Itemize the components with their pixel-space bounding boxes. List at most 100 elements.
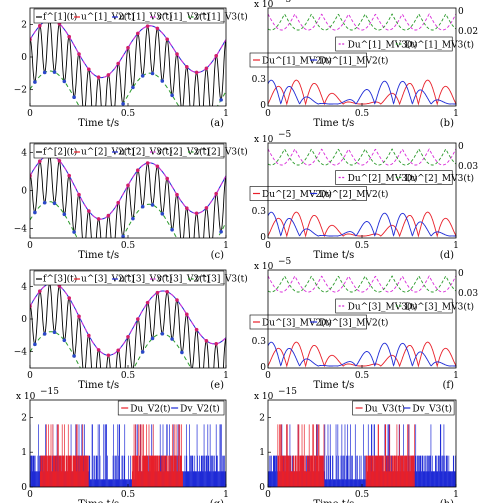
upper-extremum-point: [204, 338, 209, 343]
left-tick-label: 0: [260, 233, 266, 243]
series-f-line: [30, 282, 226, 368]
legend-entry: u^[1]_V3(t): [119, 12, 172, 23]
lower-extremum-point: [200, 121, 204, 125]
x-tick-label: 1: [453, 371, 459, 381]
left-tick-label: 0.3: [252, 75, 267, 85]
series-du-mv2: [268, 79, 456, 106]
legend-entry: Dv_V2(t): [180, 404, 220, 415]
x-tick-label: 0.5: [355, 371, 370, 381]
upper-extremum-point: [96, 348, 101, 352]
legend-box-bottom: [249, 186, 367, 201]
upper-extremum-point: [30, 304, 32, 309]
panel-label: (e): [210, 380, 224, 391]
upper-extremum-point: [30, 174, 32, 178]
upper-extremum-point: [126, 183, 130, 188]
legend-entry: v^[1]_V2(t): [156, 12, 210, 23]
upper-extremum-point: [87, 67, 91, 72]
y-tick-label: 2: [21, 413, 27, 423]
legend-entry: f^[2](t): [43, 147, 77, 158]
scale-label: x 10: [254, 392, 274, 402]
x-tick-label: 0.5: [121, 109, 136, 119]
x-axis-label: Time t/s: [313, 380, 354, 391]
x-axis-label: Time t/s: [313, 118, 354, 129]
lower-extremum-point: [140, 204, 145, 209]
x-tick-label: 1: [453, 241, 459, 251]
x-tick-label: 0: [27, 371, 33, 381]
right-tick-label: 0.03: [458, 162, 478, 172]
scale-exponent: −5: [278, 257, 292, 267]
upper-extremum-point: [185, 65, 189, 69]
series-dv-mv2: [268, 211, 456, 237]
legend-entry: Du^[2]_MV3(t): [348, 173, 418, 184]
panel-label: (f): [442, 380, 454, 391]
lower-extremum-point: [219, 98, 223, 102]
x-axis-label: Time t/s: [78, 250, 119, 261]
upper-extremum-point: [38, 159, 42, 163]
y-tick-label: 0: [259, 483, 265, 493]
lower-extremum-point: [170, 227, 174, 232]
scale-label: x 10: [254, 0, 274, 10]
upper-extremum-point: [96, 217, 101, 221]
scale-exponent: −15: [278, 387, 297, 397]
panel-label: (b): [440, 118, 454, 129]
x-tick-label: 0.5: [121, 490, 136, 500]
legend-box: [33, 270, 225, 286]
series-upper-envelope-dashed: [30, 282, 226, 356]
x-tick-label: 1: [223, 490, 229, 500]
lower-extremum-point: [102, 261, 106, 265]
lower-extremum-point: [42, 332, 47, 336]
x-axis-label: Time t/s: [78, 118, 119, 129]
legend-entry: Du^[2]_MV2(t): [262, 189, 332, 200]
y-tick-label: 2: [21, 20, 27, 30]
x-axis-label: Time t/s: [313, 250, 354, 261]
series-du-mv3: [268, 13, 456, 31]
upper-extremum-point: [87, 209, 91, 213]
lower-extremum-point: [131, 216, 135, 221]
y-tick-label: 0: [21, 53, 27, 63]
series-upper-envelope-dashed: [30, 19, 226, 79]
lower-extremum-point: [210, 391, 214, 395]
lower-extremum-point: [170, 337, 174, 341]
series-du-mv3: [268, 275, 456, 293]
lower-extremum-point: [160, 331, 165, 336]
series-lower-envelope: [30, 70, 226, 106]
right-tick-label: 0.02: [458, 27, 478, 37]
upper-extremum-point: [136, 31, 140, 36]
upper-extremum-point: [136, 317, 140, 321]
legend-entry: Dv^[3]_MV2(t): [319, 318, 388, 329]
legend-entry: Dv^[1]_MV2(t): [319, 56, 388, 67]
y-tick-label: 1: [259, 448, 265, 458]
x-tick-label: 0: [27, 490, 33, 500]
upper-extremum-point: [77, 314, 81, 319]
lower-extremum-point: [170, 93, 174, 98]
upper-extremum-point: [214, 341, 218, 346]
legend-entry: u^[1]_V2(t): [81, 12, 134, 23]
upper-extremum-point: [30, 37, 32, 42]
series-dv-mv3: [268, 147, 456, 166]
scale-label: x 10: [254, 135, 274, 145]
legend-entry: v^[2]_V2(t): [156, 147, 210, 158]
legend-entry: Dv^[3]_MV3(t): [405, 302, 474, 313]
lower-extremum-point: [72, 354, 76, 358]
panel-g: 2 1 0 Du_V2(t) Dv_V2(t) x 10 −15 0 0.5 1 Time t/s (…: [16, 387, 229, 503]
upper-extremum-point: [155, 290, 160, 295]
lower-extremum-point: [180, 245, 184, 249]
panel-h: 2 1 0 Du_V3(t) Dv_V3(t) x 10 −15 0 0.5 1 Time t/s (…: [254, 387, 459, 503]
right-tick-label: 0: [458, 142, 464, 152]
upper-extremum-point: [67, 34, 71, 39]
upper-extremum-point: [145, 300, 150, 305]
right-tick-label: 0: [458, 269, 464, 279]
series-dv-mv3: [268, 274, 456, 293]
y-tick-label: −4: [14, 225, 28, 235]
panel-label: (g): [210, 499, 224, 503]
legend-entry: Du^[1]_MV2(t): [262, 56, 332, 67]
y-tick-label: 0: [21, 483, 27, 493]
panel-a: 20−2f^[1](t) u^[1]_V2(t)u^[1]_V3(t)v^[1]_…: [14, 7, 248, 129]
plot-area-e: [30, 281, 226, 395]
upper-extremum-point: [165, 37, 169, 42]
series-lower-envelope: [30, 201, 226, 238]
upper-extremum-point: [116, 61, 120, 66]
legend-entry: Du^[3]_MV2(t): [262, 318, 332, 329]
plot-area-h: [268, 424, 456, 487]
